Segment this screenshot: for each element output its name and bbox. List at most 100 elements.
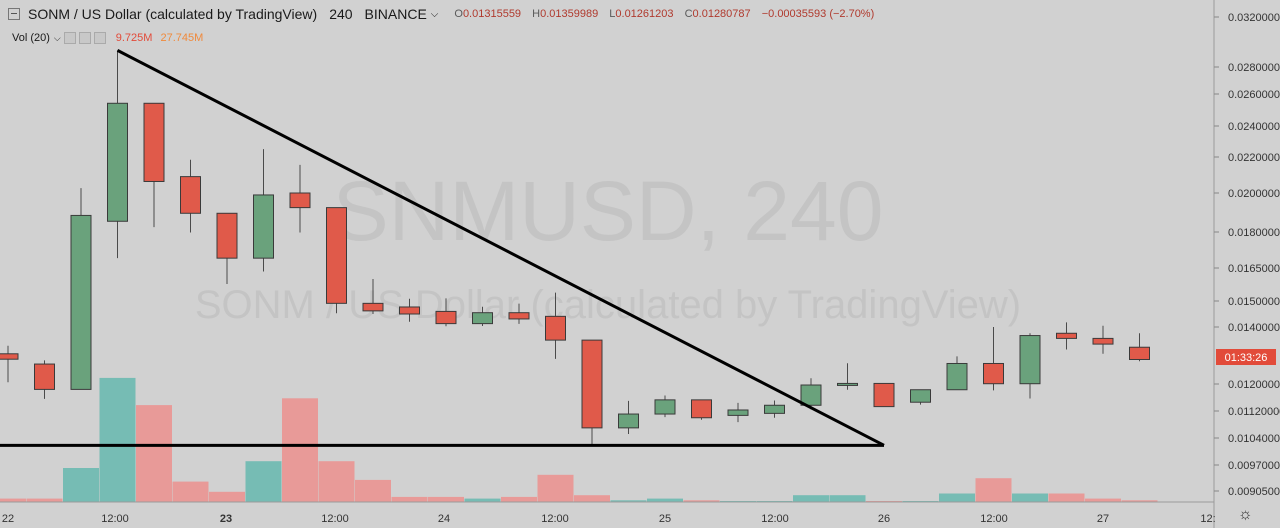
indicator-settings-icon[interactable]	[78, 32, 91, 44]
volume-bar	[1085, 498, 1121, 502]
volume-bar	[26, 498, 63, 502]
candle	[618, 400, 639, 434]
volume-bar	[464, 498, 501, 502]
volume-bar	[172, 481, 209, 502]
candle	[1056, 322, 1077, 350]
candle-body	[873, 382, 895, 408]
candle	[107, 50, 128, 259]
volume-bar	[683, 500, 720, 502]
candle	[472, 306, 493, 326]
time-tick-label: 12:00	[321, 513, 349, 525]
candle-body	[107, 102, 128, 222]
indicator-close-icon[interactable]	[93, 32, 106, 44]
candle-body	[1056, 332, 1077, 339]
volume-ma-value: 27.745M	[160, 32, 204, 44]
candle	[0, 345, 19, 383]
close-value: 0.01280787	[692, 8, 751, 20]
volume-bar	[574, 495, 610, 502]
candle	[581, 339, 603, 446]
candle-body	[508, 312, 530, 320]
candle-body	[362, 302, 384, 312]
candle-body	[581, 339, 603, 429]
indicator-visibility-icon[interactable]	[63, 32, 76, 44]
collapse-icon[interactable]	[8, 8, 20, 20]
volume-bar	[318, 461, 355, 502]
candle-body	[910, 389, 931, 403]
volume-bar	[428, 496, 464, 502]
trendlines[interactable]	[0, 49, 885, 447]
close-label: C	[684, 8, 693, 20]
volume-bar	[99, 377, 136, 502]
candle-body	[34, 363, 55, 390]
symbol-title[interactable]: SONM / US Dollar (calculated by TradingV…	[28, 6, 318, 22]
time-tick-label: 27	[1097, 513, 1109, 525]
candle	[435, 298, 457, 327]
volume-bar	[391, 496, 428, 502]
candle-body	[727, 409, 749, 416]
change-value: −0.00035593 (−2.70%)	[761, 8, 875, 20]
candle	[800, 378, 822, 410]
time-tick-label: 26	[878, 513, 890, 525]
trendline[interactable]	[116, 49, 885, 447]
volume-bar	[136, 405, 172, 502]
candle	[873, 382, 895, 408]
low-label: L	[609, 8, 616, 20]
time-tick-label: 23	[220, 513, 232, 525]
candle-body	[399, 306, 420, 315]
volume-indicator-label[interactable]: Vol (20)	[12, 32, 50, 44]
settings-icon[interactable]: ☼	[1238, 506, 1253, 523]
candle-body	[1019, 335, 1041, 385]
candle-body	[654, 399, 676, 415]
candle	[727, 402, 749, 423]
chevron-down-icon[interactable]: ⌵	[53, 32, 61, 43]
candle	[1019, 333, 1041, 399]
price-tag-label: 01:33:26	[1225, 352, 1268, 364]
time-tick-label: 24	[438, 513, 450, 525]
volume-bar	[1012, 493, 1048, 502]
candle	[70, 188, 92, 390]
candle	[216, 212, 238, 285]
high-value: 0.01359989	[540, 8, 599, 20]
candle-body	[837, 382, 858, 386]
candle-body	[70, 214, 92, 390]
candle-body	[800, 384, 822, 406]
candle-body	[253, 194, 274, 259]
candle	[326, 207, 347, 314]
candle	[764, 400, 785, 418]
candle	[983, 327, 1004, 391]
interval-label[interactable]: 240	[329, 6, 353, 22]
volume-bar	[1121, 500, 1158, 502]
watermark-line-1: SNMUSD, 240	[333, 164, 884, 258]
volume-bar	[501, 496, 537, 502]
candle	[837, 363, 858, 390]
time-axis[interactable]: 22 12:00 23 12:00 24 12:00 25 12:00 26 12:00 27 12:	[2, 513, 1216, 525]
volume-bar	[537, 474, 574, 502]
exchange-label: BINANCE	[364, 6, 427, 22]
high-label: H	[532, 8, 541, 20]
candle-body	[983, 362, 1004, 385]
volume-bar	[282, 398, 318, 502]
price-tag-bg	[1216, 349, 1276, 365]
volume-value: 9.725M	[115, 32, 153, 44]
volume-bar	[610, 500, 647, 502]
chevron-down-icon[interactable]: ⌵	[430, 8, 439, 20]
volume-bar	[0, 498, 26, 502]
candle-body	[764, 404, 785, 414]
current-price-tag: 01:33:26	[1216, 349, 1276, 365]
candle	[691, 399, 712, 420]
volume-bar	[1048, 493, 1085, 502]
time-tick-label: 25	[659, 513, 671, 525]
volume-bar	[209, 491, 245, 502]
volume-bar	[939, 493, 975, 502]
